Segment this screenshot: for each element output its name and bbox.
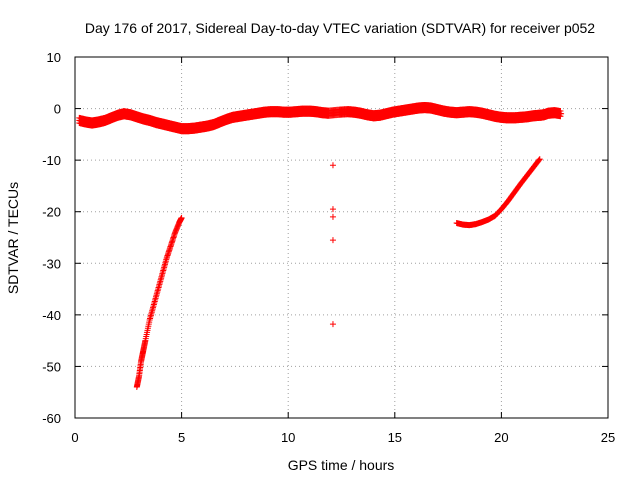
x-tick-label: 20 (494, 430, 508, 445)
y-axis-label: SDTVAR / TECUs (5, 182, 21, 294)
data-point (329, 213, 336, 220)
data-point (178, 214, 185, 221)
plot-frame (74, 56, 609, 419)
y-tick-label: -40 (42, 308, 61, 323)
data-point (558, 110, 565, 117)
data-point (536, 156, 543, 163)
data-points (76, 101, 565, 391)
data-point (329, 206, 336, 213)
x-tick-label: 5 (178, 430, 185, 445)
data-point (329, 321, 336, 328)
data-point (536, 156, 543, 163)
x-tick-label: 25 (601, 430, 615, 445)
x-axis-label: GPS time / hours (288, 457, 395, 473)
data-point (329, 237, 336, 244)
y-tick-label: -50 (42, 359, 61, 374)
x-tick-label: 10 (281, 430, 295, 445)
data-point (329, 162, 336, 169)
x-tick-label: 0 (71, 430, 78, 445)
y-tick-label: -60 (42, 411, 61, 426)
data-point (557, 108, 564, 115)
x-tick-label: 15 (388, 430, 402, 445)
chart-title: Day 176 of 2017, Sidereal Day-to-day VTE… (85, 20, 595, 36)
y-tick-label: 10 (47, 50, 61, 65)
y-tick-label: -20 (42, 205, 61, 220)
axis-ticks: 0 5 10 15 20 25 10 0 -10 -20 -30 -40 -50 -60 (42, 50, 615, 445)
y-tick-label: -10 (42, 153, 61, 168)
y-tick-label: 0 (54, 102, 61, 117)
y-tick-label: -30 (42, 256, 61, 271)
